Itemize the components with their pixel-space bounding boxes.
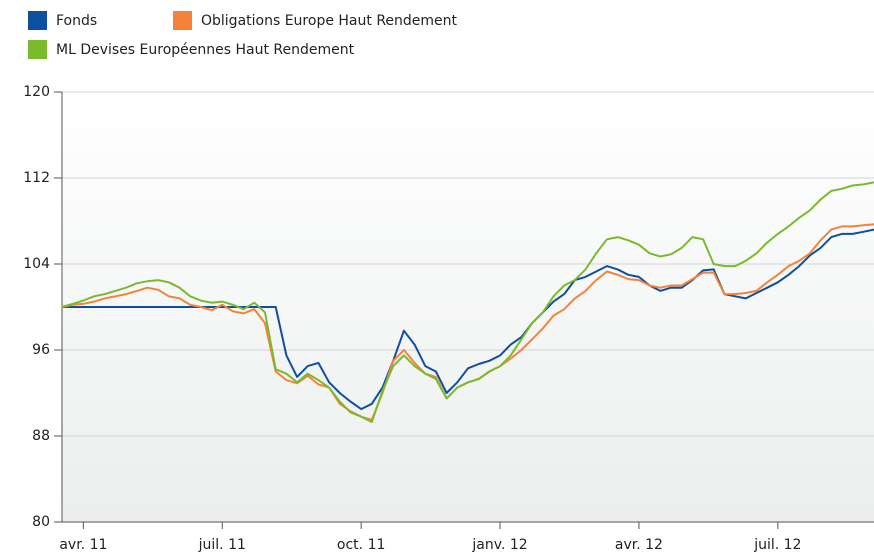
x-tick-label: avr. 11 bbox=[59, 537, 107, 553]
x-tick-label: janv. 12 bbox=[471, 537, 527, 553]
y-tick-label: 80 bbox=[32, 514, 50, 530]
x-tick-label: juil. 12 bbox=[753, 537, 801, 553]
legend-label: ML Devises Européennes Haut Rendement bbox=[56, 42, 355, 58]
legend-swatch bbox=[28, 40, 47, 59]
x-tick-label: juil. 11 bbox=[198, 537, 246, 553]
y-tick-label: 112 bbox=[23, 170, 50, 186]
y-tick-label: 88 bbox=[32, 428, 50, 444]
series-line bbox=[61, 181, 874, 423]
legend-swatch bbox=[173, 11, 192, 30]
y-tick-label: 120 bbox=[23, 84, 50, 100]
legend-label: Fonds bbox=[56, 13, 97, 29]
legend-swatch bbox=[28, 11, 47, 30]
x-tick-label: oct. 11 bbox=[337, 537, 385, 553]
y-tick-label: 104 bbox=[23, 256, 50, 272]
x-tick-label: avr. 12 bbox=[615, 537, 663, 553]
legend-label: Obligations Europe Haut Rendement bbox=[201, 13, 458, 29]
y-tick-label: 96 bbox=[32, 342, 50, 358]
